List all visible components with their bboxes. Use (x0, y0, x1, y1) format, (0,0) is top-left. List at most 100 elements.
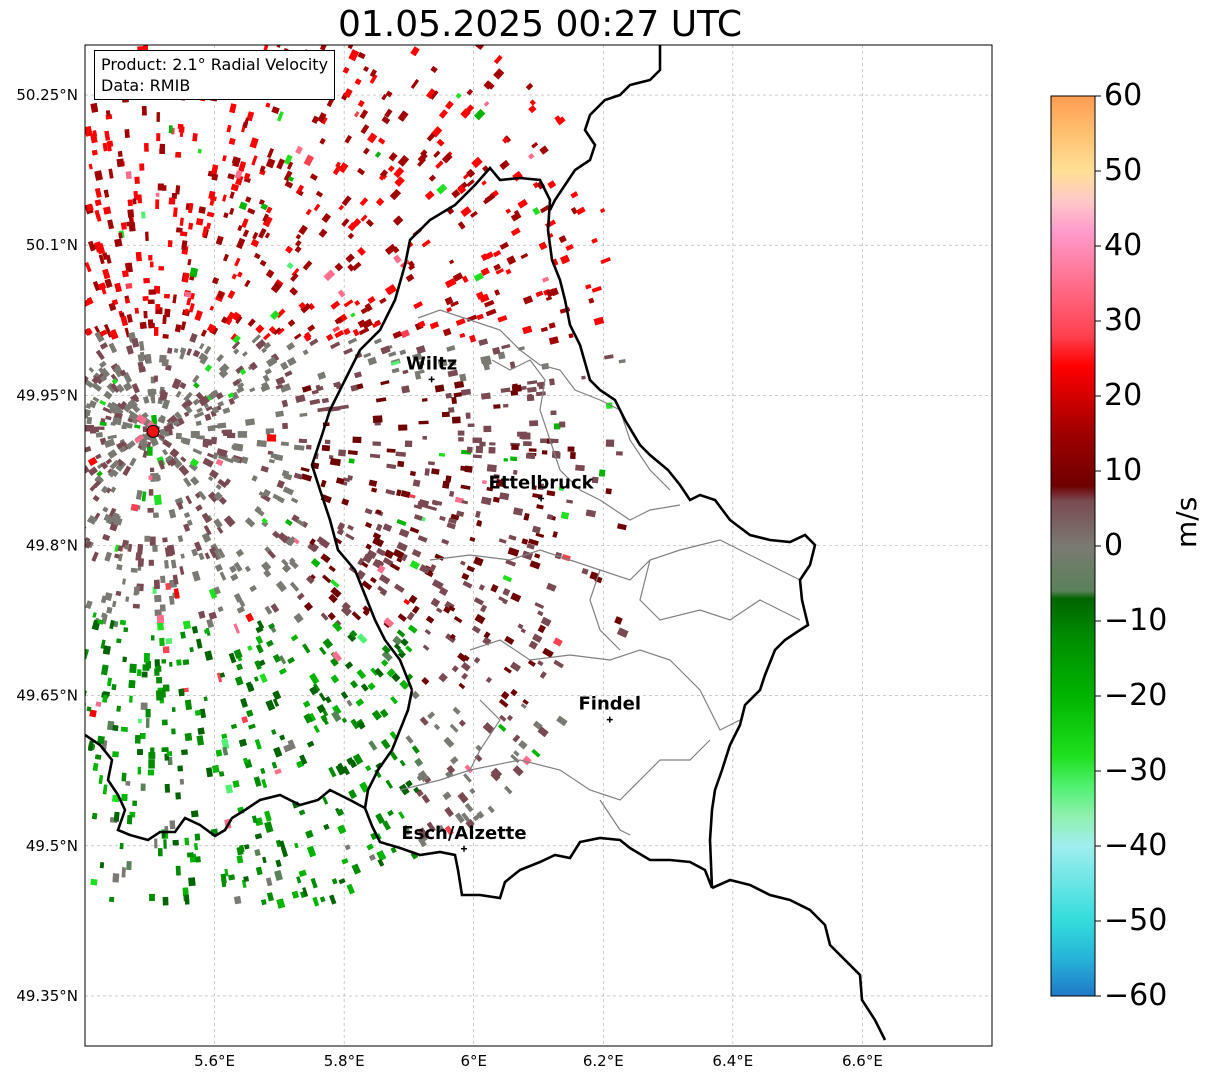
echo-cell (461, 672, 469, 680)
echo-cell (409, 494, 416, 499)
echo-cell (116, 458, 125, 467)
echo-cell (141, 211, 146, 219)
echo-cell (218, 771, 225, 777)
echo-cell (392, 549, 404, 559)
echo-cell (85, 403, 92, 410)
echo-cell (347, 222, 357, 232)
echo-cell (301, 473, 312, 482)
echo-cell (511, 384, 522, 393)
echo-cell (507, 547, 520, 557)
echo-cell (505, 559, 516, 567)
echo-cell (537, 726, 549, 738)
echo-cell (455, 92, 462, 99)
echo-cell (393, 167, 405, 178)
echo-cell (474, 613, 486, 625)
echo-cell (181, 398, 193, 410)
echo-cell (282, 486, 294, 496)
echo-cell (192, 398, 201, 406)
echo-cell (520, 385, 527, 391)
echo-cell (176, 501, 184, 510)
echo-cell (443, 736, 455, 748)
echo-cell (405, 273, 415, 282)
echo-cell (241, 716, 249, 724)
echo-cell (330, 579, 340, 589)
echo-cell (222, 407, 231, 414)
echo-cell (140, 351, 145, 361)
echo-cell (232, 334, 241, 344)
echo-cell (231, 156, 238, 165)
echo-cell (470, 210, 478, 218)
echo-cell (293, 472, 303, 480)
echo-cell (588, 297, 595, 304)
echo-cell (230, 723, 238, 730)
echo-cell (246, 709, 254, 718)
echo-cell (273, 746, 283, 758)
echo-cell (213, 518, 223, 529)
echo-cell (403, 598, 411, 605)
echo-cell (266, 892, 274, 902)
echo-cell (371, 487, 378, 493)
echo-cell (485, 251, 494, 260)
echo-cell (347, 232, 355, 240)
echo-cell (108, 507, 117, 518)
echo-cell (416, 345, 426, 354)
echo-cell (446, 345, 456, 352)
echo-cell (85, 446, 92, 453)
echo-cell (414, 373, 422, 380)
echo-cell (546, 288, 556, 297)
echo-cell (381, 650, 393, 662)
echo-cell (309, 338, 319, 347)
echo-cell (92, 612, 97, 618)
echo-cell (155, 199, 160, 210)
echo-cell (570, 451, 576, 460)
echo-cell (499, 492, 510, 501)
echo-cell (413, 301, 423, 310)
echo-cell (162, 315, 167, 325)
echo-cell (531, 525, 541, 534)
echo-cell (460, 206, 472, 217)
echo-cell (462, 654, 470, 662)
echo-cell (419, 716, 429, 726)
echo-cell (332, 325, 341, 333)
echo-cell (195, 504, 203, 512)
echo-cell (534, 602, 545, 609)
echo-cell (243, 876, 249, 882)
echo-cell (379, 297, 387, 305)
echo-cell (318, 692, 327, 702)
echo-cell (159, 414, 166, 422)
echo-cell (367, 356, 377, 366)
echo-cell (183, 391, 193, 402)
echo-cell (614, 616, 623, 625)
echo-cell (466, 179, 475, 188)
echo-cell (357, 51, 366, 60)
echo-cell (556, 116, 566, 126)
echo-cell (127, 199, 133, 207)
echo-cell (185, 495, 193, 505)
echo-cell (326, 333, 334, 342)
echo-cell (321, 213, 331, 223)
echo-cell (396, 541, 408, 552)
echo-cell (339, 404, 349, 410)
echo-cell (215, 235, 224, 246)
echo-cell (204, 364, 213, 373)
echo-cell (378, 174, 385, 181)
echo-cell (214, 563, 223, 572)
echo-cell (479, 293, 490, 303)
echo-cell (110, 383, 120, 393)
echo-cell (102, 694, 108, 703)
echo-cell (241, 879, 247, 888)
echo-cell (164, 308, 171, 318)
echo-cell (156, 433, 166, 440)
echo-cell (504, 785, 513, 795)
echo-cell (509, 361, 516, 369)
echo-cell (459, 373, 467, 382)
echo-cell (97, 282, 107, 291)
echo-cell (271, 106, 280, 114)
echo-cell (398, 528, 410, 538)
echo-cell (113, 365, 124, 378)
echo-cell (154, 838, 158, 849)
echo-cell (444, 806, 454, 818)
echo-cell (328, 766, 337, 778)
echo-cell (379, 708, 389, 718)
city-markers: Wiltz Ettelbruck Findel Esch/Alzette (401, 353, 641, 852)
